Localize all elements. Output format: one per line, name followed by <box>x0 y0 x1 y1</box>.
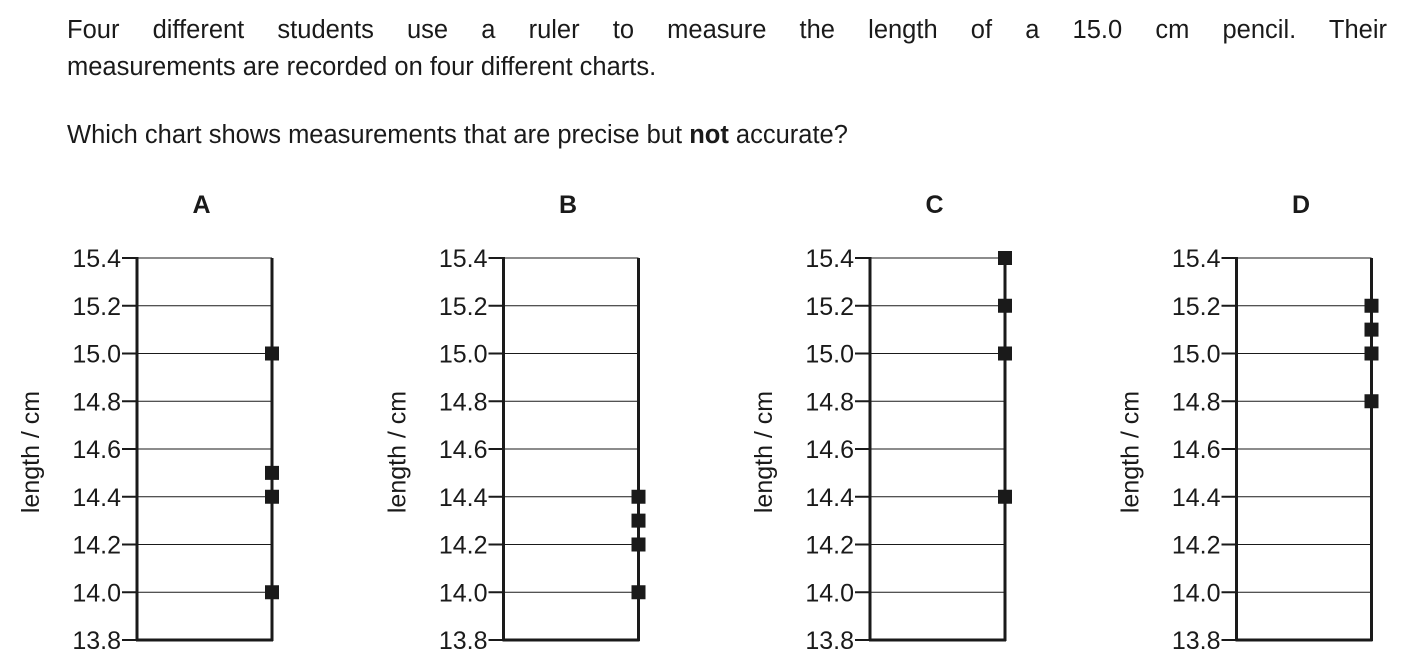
y-tick-label: 15.2 <box>72 293 121 321</box>
data-point <box>265 346 279 361</box>
y-tick-label: 14.4 <box>1172 484 1221 512</box>
y-axis-label: length / cm <box>384 391 412 513</box>
prompt-text-bold: not <box>689 121 729 149</box>
y-tick-label: 15.4 <box>805 245 854 273</box>
y-tick-label: 15.2 <box>439 293 488 321</box>
question-prompt: Which chart shows measurements that are … <box>67 117 848 154</box>
y-tick-label: 15.4 <box>72 245 121 273</box>
y-tick-label: 14.4 <box>72 484 121 512</box>
chart-c: C 13.8 14.0 14.2 14.4 14.6 14.8 15.0 15.2 15.4 len… <box>750 191 1012 655</box>
y-tick-label: 13.8 <box>805 627 854 655</box>
data-point <box>998 346 1012 361</box>
data-point <box>631 537 646 552</box>
chart-title: D <box>1292 191 1310 219</box>
y-tick-label: 14.6 <box>1172 436 1221 464</box>
y-tick-label: 13.8 <box>439 627 488 655</box>
y-tick-label: 14.8 <box>805 388 854 416</box>
y-tick-label: 14.6 <box>805 436 854 464</box>
y-tick-label: 14.2 <box>72 532 121 560</box>
chart-title: A <box>192 191 210 219</box>
prompt-text-before: Which chart shows measurements that are … <box>67 121 690 149</box>
chart-d: D 13.8 14.0 14.2 14.4 14.6 14.8 15.0 15.2 15.4 len… <box>1117 191 1379 655</box>
y-tick-label: 14.2 <box>1172 532 1221 560</box>
chart-a: A 13.8 14.0 14.2 14.4 14.6 14.8 15.0 15.2 15.4 len… <box>17 191 279 655</box>
y-tick-label: 14.4 <box>439 484 488 512</box>
chart-title: C <box>925 191 943 219</box>
y-tick-label: 14.0 <box>805 579 854 607</box>
data-point <box>631 489 646 504</box>
data-point <box>265 489 279 504</box>
data-point <box>1364 394 1379 409</box>
y-tick-label: 15.2 <box>805 293 854 321</box>
chart-b: B 13.8 14.0 14.2 14.4 14.6 14.8 15.0 15.2 15.4 len… <box>384 191 646 655</box>
y-tick-label: 14.0 <box>1172 579 1221 607</box>
chart-title: B <box>559 191 577 219</box>
data-point <box>631 585 646 600</box>
y-tick-label: 13.8 <box>1172 627 1221 655</box>
y-tick-label: 14.2 <box>805 532 854 560</box>
data-point <box>998 251 1012 265</box>
y-tick-label: 14.6 <box>72 436 121 464</box>
y-tick-label: 14.6 <box>439 436 488 464</box>
data-point <box>998 298 1012 313</box>
prompt-text-after: accurate? <box>728 121 848 149</box>
question-line-1: Four different students use a ruler to m… <box>67 16 1387 44</box>
y-axis-label: length / cm <box>17 391 45 513</box>
y-tick-label: 15.2 <box>1172 293 1221 321</box>
y-tick-label: 14.0 <box>439 579 488 607</box>
data-point <box>631 513 646 528</box>
data-point <box>1364 346 1379 361</box>
y-tick-label: 13.8 <box>72 627 121 655</box>
y-tick-label: 15.4 <box>1172 245 1221 273</box>
y-tick-label: 15.0 <box>1172 341 1221 369</box>
question-line-2: measurements are recorded on four differ… <box>67 53 657 81</box>
y-axis-label: length / cm <box>750 391 778 513</box>
data-point <box>1364 298 1379 313</box>
y-tick-label: 15.0 <box>72 341 121 369</box>
y-axis-label: length / cm <box>1117 391 1145 513</box>
y-tick-label: 14.8 <box>1172 388 1221 416</box>
y-tick-label: 14.8 <box>72 388 121 416</box>
data-point <box>1364 322 1379 337</box>
y-tick-label: 14.8 <box>439 388 488 416</box>
y-tick-label: 14.2 <box>439 532 488 560</box>
data-point <box>265 465 279 480</box>
y-tick-label: 15.0 <box>439 341 488 369</box>
y-tick-label: 14.0 <box>72 579 121 607</box>
data-point <box>265 585 279 600</box>
y-tick-label: 14.4 <box>805 484 854 512</box>
y-tick-label: 15.4 <box>439 245 488 273</box>
y-tick-label: 15.0 <box>805 341 854 369</box>
data-point <box>998 489 1012 504</box>
question-text: Four different students use a ruler to m… <box>67 12 1387 86</box>
